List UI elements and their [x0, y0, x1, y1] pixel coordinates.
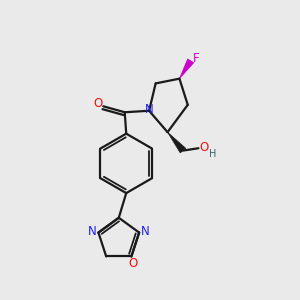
- Text: F: F: [193, 52, 200, 65]
- Text: H: H: [209, 148, 216, 159]
- Text: N: N: [141, 225, 150, 238]
- Polygon shape: [167, 132, 186, 153]
- Text: O: O: [128, 256, 137, 269]
- Text: O: O: [93, 98, 103, 110]
- Text: O: O: [200, 141, 209, 154]
- Text: N: N: [145, 103, 154, 116]
- Text: N: N: [88, 225, 96, 238]
- Polygon shape: [179, 59, 194, 79]
